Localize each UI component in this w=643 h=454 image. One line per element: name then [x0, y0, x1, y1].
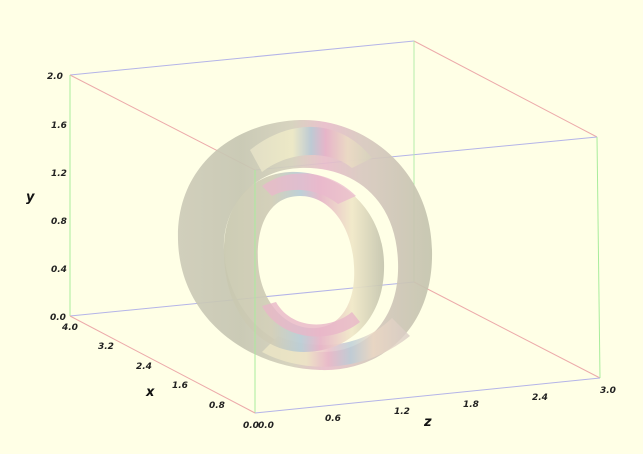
- x-axis-title: x: [145, 385, 155, 400]
- y-tick-label: 2.0: [47, 72, 63, 82]
- z-tick-label: 3.0: [600, 386, 616, 396]
- y-tick-label: 1.6: [51, 121, 67, 131]
- z-tick-label: 0.6: [325, 414, 341, 424]
- z-tick-label: 1.2: [394, 407, 410, 417]
- x-axis: 4.0 3.2 2.4 1.6 0.8 0.0 x: [61, 323, 259, 431]
- x-tick-label: 1.6: [172, 381, 188, 391]
- z-axis: 0.0 0.6 1.2 1.8 2.4 3.0 z: [258, 386, 616, 431]
- y-axis: 0.0 0.4 0.8 1.2 1.6 2.0 y: [26, 72, 67, 323]
- z-axis-title: z: [423, 415, 432, 430]
- y-tick-label: 0.8: [51, 217, 67, 227]
- x-tick-label: 4.0: [61, 323, 78, 333]
- x-tick-label: 3.2: [98, 342, 114, 352]
- y-tick-label: 0.4: [51, 265, 67, 275]
- x-tick-label: 2.4: [136, 362, 152, 372]
- surface-inner-ring: [224, 172, 384, 352]
- y-tick-label: 0.0: [50, 313, 66, 323]
- y-axis-title: y: [26, 190, 35, 205]
- y-tick-label: 1.2: [51, 169, 67, 179]
- x-tick-label: 0.0: [243, 421, 259, 431]
- x-tick-label: 0.8: [209, 401, 225, 411]
- z-tick-label: 1.8: [463, 400, 479, 410]
- z-tick-label: 2.4: [532, 393, 548, 403]
- z-tick-label: 0.0: [258, 421, 274, 431]
